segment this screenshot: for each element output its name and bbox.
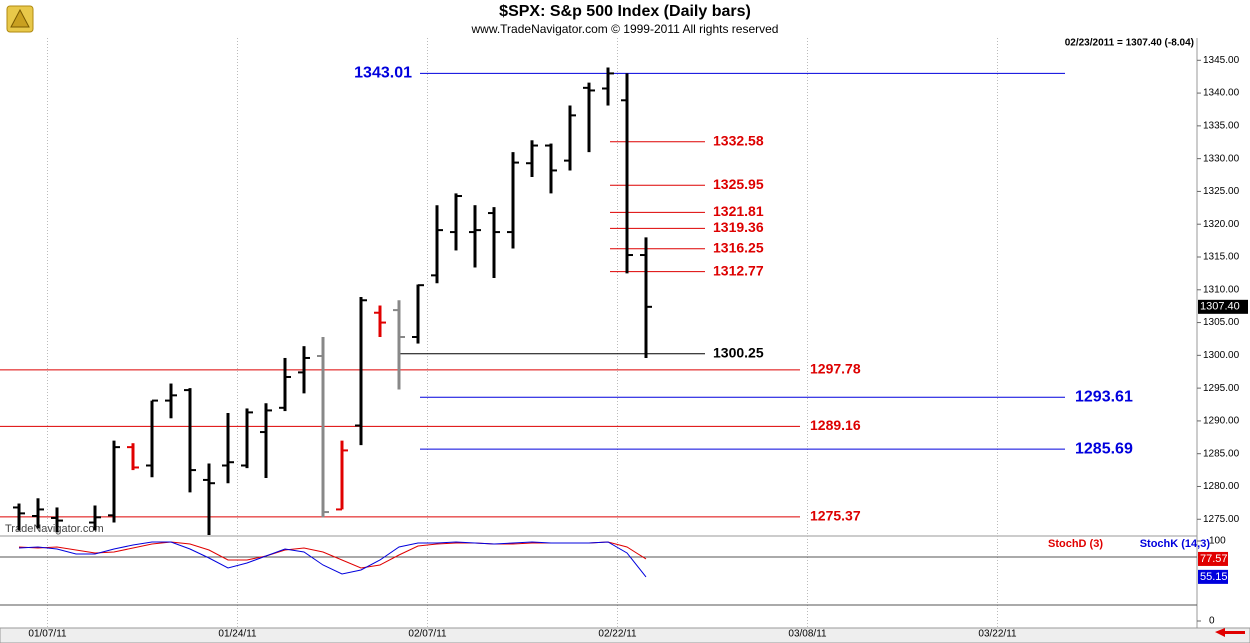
- level-label: 1312.77: [713, 262, 764, 278]
- logo: [6, 5, 34, 33]
- y-tick-label: 1330.00: [1203, 153, 1240, 164]
- bars: [13, 67, 652, 535]
- level-label: 1293.61: [1075, 388, 1133, 405]
- y-tick-label: 1275.00: [1203, 514, 1240, 525]
- y-tick-label: 1335.00: [1203, 121, 1240, 132]
- level-label: 1321.81: [713, 203, 764, 219]
- y-tick-label: 1315.00: [1203, 252, 1240, 263]
- y-tick-label: 1345.00: [1203, 55, 1240, 66]
- x-tick-label: 01/24/11: [218, 629, 257, 640]
- y-tick-label: 1320.00: [1203, 219, 1240, 230]
- y-tick-label: 1310.00: [1203, 284, 1240, 295]
- x-tick-label: 02/22/11: [598, 629, 637, 640]
- x-tick-label: 03/08/11: [788, 629, 827, 640]
- scroll-arrow[interactable]: [1215, 628, 1245, 637]
- level-label: 1332.58: [713, 132, 764, 148]
- x-tick-label: 01/07/11: [28, 629, 67, 640]
- date-axis: [0, 627, 1250, 643]
- watermark: TradeNavigator.com: [5, 523, 104, 535]
- chart-subtitle: www.TradeNavigator.com © 1999-2011 All r…: [471, 22, 779, 36]
- y-tick-label: 0: [1209, 616, 1215, 627]
- y-tick-label: 1280.00: [1203, 481, 1240, 492]
- level-label: 1319.36: [713, 219, 764, 235]
- level-label: 1343.01: [354, 65, 412, 82]
- legend-entry: StochK (14,3): [1140, 538, 1211, 550]
- chart-title: $SPX: S&p 500 Index (Daily bars): [499, 3, 751, 20]
- x-tick-label: 02/07/11: [408, 629, 447, 640]
- y-tick-label: 1340.00: [1203, 88, 1240, 99]
- y-tick-label: 1285.00: [1203, 448, 1240, 459]
- last-price-box: [1198, 299, 1248, 314]
- level-label: 1275.37: [810, 508, 861, 524]
- y-tick-label: 100: [1209, 536, 1226, 547]
- last-price-label: 1307.40: [1200, 301, 1240, 313]
- value-box: [1198, 569, 1228, 584]
- y-tick-label: 1290.00: [1203, 416, 1240, 427]
- value-label: 55.15: [1200, 571, 1228, 583]
- quote: 02/23/2011 = 1307.40 (-8.04): [1065, 38, 1194, 49]
- level-label: 1289.16: [810, 417, 861, 433]
- level-label: 1300.25: [713, 344, 764, 360]
- stoch-line: [18, 541, 647, 578]
- y-tick-label: 1305.00: [1203, 317, 1240, 328]
- y-tick-label: 1325.00: [1203, 186, 1240, 197]
- y-tick-label: 1300.00: [1203, 350, 1240, 361]
- value-label: 77.57: [1200, 553, 1228, 565]
- x-tick-label: 03/22/11: [978, 629, 1017, 640]
- legend-entry: StochD (3): [1048, 538, 1103, 550]
- stoch-lines: [0, 541, 1197, 606]
- y-tick-label: 1295.00: [1203, 383, 1240, 394]
- level-label: 1325.95: [713, 176, 764, 192]
- value-box: [1198, 551, 1228, 566]
- level-label: 1285.69: [1075, 440, 1133, 457]
- level-label: 1316.25: [713, 240, 764, 256]
- level-label: 1297.78: [810, 361, 861, 377]
